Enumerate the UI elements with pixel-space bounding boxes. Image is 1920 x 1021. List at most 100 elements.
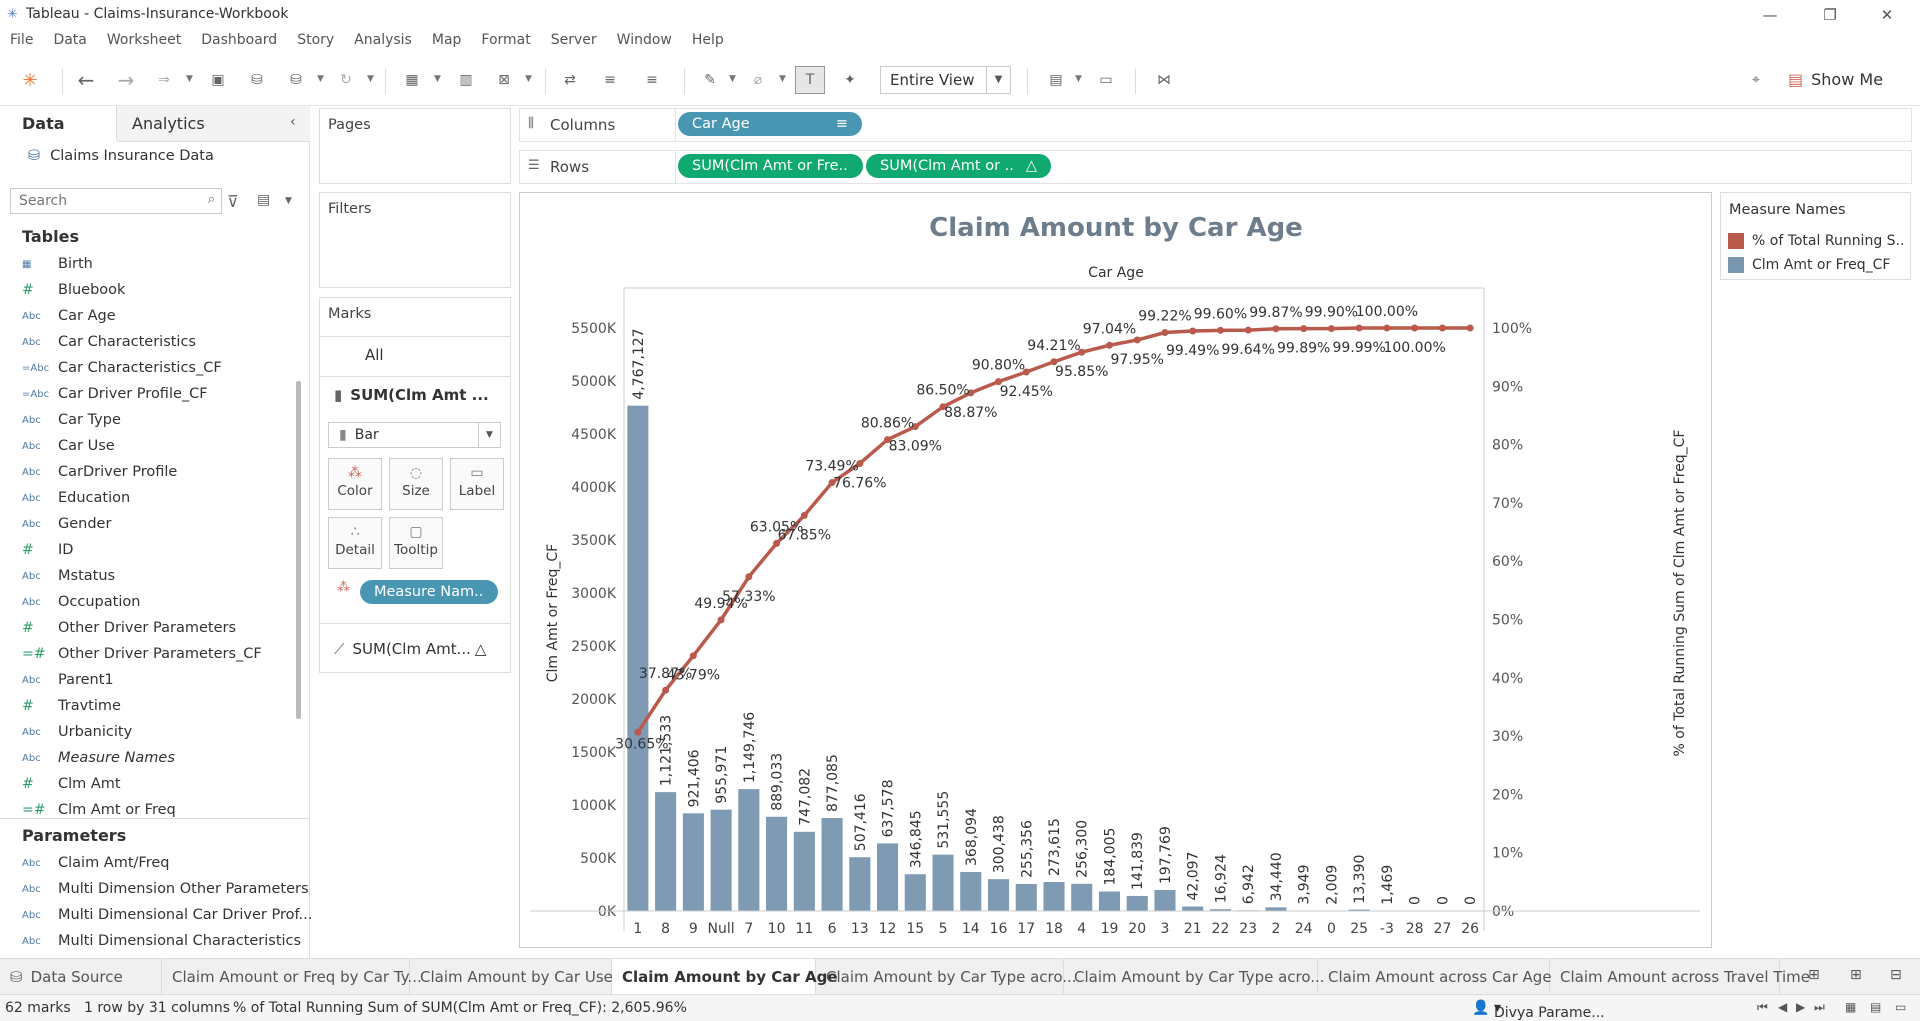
bar-3[interactable] — [1154, 890, 1176, 911]
parameter-item[interactable]: Abc Multi Dimensional Car Driver Prof... — [22, 903, 312, 927]
view-canvas[interactable]: Claim Amount by Car Age Car Age Clm Amt … — [519, 192, 1712, 948]
field-occupation[interactable]: Abc Occupation — [22, 590, 140, 614]
line-point[interactable] — [1411, 324, 1419, 332]
tabs-icon[interactable]: ▭ — [1895, 1000, 1907, 1014]
show-mark-labels-icon[interactable]: T — [795, 66, 825, 94]
line-point[interactable] — [995, 378, 1003, 386]
rows-pill-bar[interactable]: SUM(Clm Amt or Fre.. — [678, 154, 863, 178]
parameter-item[interactable]: Abc Multi Dimension Other Parameters — [22, 877, 309, 901]
field-urbanicity[interactable]: Abc Urbanicity — [22, 720, 132, 744]
sheet-sorter-icon[interactable]: ▦ — [1845, 1000, 1857, 1014]
field-measure-names[interactable]: Abc Measure Names — [22, 746, 175, 770]
line-point[interactable] — [1327, 325, 1335, 333]
line-point[interactable] — [1078, 348, 1086, 356]
search-input[interactable]: ⌕ — [10, 188, 222, 214]
swap-icon[interactable]: ⇄ — [564, 72, 576, 88]
prev-sheet-icon[interactable]: ◀ — [1778, 1000, 1788, 1014]
fit-dropdown[interactable]: Entire View ▼ — [880, 66, 1011, 94]
tab-data-source[interactable]: ⛁ Data Source — [0, 959, 162, 995]
chevron-down-icon[interactable]: ▼ — [285, 196, 292, 206]
field-clm-amt[interactable]: # Clm Amt — [22, 772, 121, 796]
line-point[interactable] — [1050, 358, 1058, 366]
bar-20[interactable] — [1126, 895, 1148, 911]
bar-13[interactable] — [849, 857, 871, 911]
maximize-button[interactable]: ❐ — [1823, 6, 1837, 24]
replay-icon[interactable]: ⇒ — [158, 72, 170, 88]
measure-names-pill[interactable]: Measure Nam.. — [360, 580, 498, 604]
tab-claim-amount-car-type-across-1[interactable]: Claim Amount by Car Type acro... — [816, 959, 1077, 995]
tooltip-button[interactable]: ▢ Tooltip — [389, 517, 443, 569]
size-button[interactable]: ◌ Size — [389, 458, 443, 510]
color-button[interactable]: ⁂ Color — [328, 458, 382, 510]
line-point[interactable] — [634, 728, 642, 736]
line-point[interactable] — [1216, 326, 1224, 334]
mark-type-dropdown[interactable]: ▮ Bar ▼ — [328, 422, 501, 448]
menu-story[interactable]: Story — [297, 32, 335, 48]
marks-all-tab[interactable]: All — [365, 346, 384, 364]
line-point[interactable] — [689, 652, 697, 660]
collapse-pane-icon[interactable]: ‹ — [290, 114, 296, 130]
line-point[interactable] — [967, 389, 975, 397]
field-car-characteristics[interactable]: Abc Car Characteristics — [22, 330, 196, 354]
line-point[interactable] — [1272, 325, 1280, 333]
next-sheet-icon[interactable]: ▶ — [1796, 1000, 1806, 1014]
menu-analysis[interactable]: Analysis — [354, 32, 412, 48]
field-parent1[interactable]: Abc Parent1 — [22, 668, 114, 692]
new-worksheet-icon[interactable]: ⊞ — [1808, 967, 1820, 983]
bar-18[interactable] — [1043, 881, 1065, 911]
new-dashboard-icon[interactable]: ⊞ — [1850, 967, 1862, 983]
field-id[interactable]: # ID — [22, 538, 73, 562]
bar-11[interactable] — [793, 831, 815, 911]
field-other-driver-parameters[interactable]: # Other Driver Parameters — [22, 616, 236, 640]
bar-12[interactable] — [877, 843, 899, 911]
pause-updates-icon[interactable]: ⛁ — [290, 72, 302, 88]
line-point[interactable] — [1022, 368, 1030, 376]
line-point[interactable] — [939, 403, 947, 411]
line-point[interactable] — [884, 436, 892, 444]
tab-claim-amount-across-travel-time[interactable]: Claim Amount across Travel Time — [1550, 959, 1810, 995]
scrollbar[interactable] — [296, 381, 301, 719]
bar-7[interactable] — [738, 789, 760, 911]
detail-button[interactable]: ∴ Detail — [328, 517, 382, 569]
bar-14[interactable] — [960, 871, 982, 911]
marks-sum-line-tab[interactable]: ⟋ SUM(Clm Amt... △ — [334, 640, 487, 658]
menu-dashboard[interactable]: Dashboard — [201, 32, 278, 48]
field-bluebook[interactable]: # Bluebook — [22, 278, 125, 302]
legend-item-clm-amt[interactable]: Clm Amt or Freq_CF — [1728, 257, 1891, 273]
new-worksheet-icon[interactable]: ▦ — [405, 72, 419, 88]
minimize-button[interactable]: — — [1762, 6, 1778, 24]
bar-5[interactable] — [932, 854, 954, 911]
marks-sum-bar-tab[interactable]: ▮ SUM(Clm Amt ... — [334, 386, 489, 404]
tab-claim-amount-across-car-age[interactable]: Claim Amount across Car Age — [1318, 959, 1552, 995]
parameter-item[interactable]: Abc Multi Dimensional Characteristics — [22, 929, 301, 953]
duplicate-sheet-icon[interactable]: ▥ — [459, 72, 473, 88]
columns-drop-area[interactable] — [675, 108, 1912, 142]
chevron-down-icon[interactable]: ▼ — [986, 67, 1010, 93]
fix-axes-icon[interactable]: ✦ — [844, 72, 856, 88]
show-cards-icon[interactable]: ▤ — [1049, 72, 1063, 88]
line-point[interactable] — [1300, 325, 1308, 333]
sort-ascending-icon[interactable]: ≡ — [604, 72, 616, 88]
menu-server[interactable]: Server — [550, 32, 597, 48]
field-car-type[interactable]: Abc Car Type — [22, 408, 121, 432]
line-point[interactable] — [773, 539, 781, 547]
field-gender[interactable]: Abc Gender — [22, 512, 111, 536]
search-field[interactable] — [11, 189, 191, 213]
field-birth[interactable]: ▦ Birth — [22, 252, 93, 276]
line-point[interactable] — [1466, 324, 1474, 332]
filter-icon[interactable]: ⊽ — [227, 192, 239, 211]
line-point[interactable] — [911, 423, 919, 431]
share-icon[interactable]: ⋈ — [1157, 72, 1171, 88]
line-point[interactable] — [1133, 336, 1141, 344]
line-point[interactable] — [1355, 324, 1363, 332]
field-car-use[interactable]: Abc Car Use — [22, 434, 115, 458]
bar-17[interactable] — [1015, 883, 1037, 911]
tab-data[interactable]: Data — [0, 106, 117, 142]
menu-worksheet[interactable]: Worksheet — [106, 32, 182, 48]
tab-claim-amount-car-use[interactable]: Claim Amount by Car Use — [410, 959, 613, 995]
bar-16[interactable] — [987, 879, 1010, 911]
car-age-pill[interactable]: Car Age ≡ — [678, 112, 862, 136]
show-me-button[interactable]: ▤ Show Me — [1788, 70, 1884, 89]
field-car-characteristics-cf[interactable]: =Abc Car Characteristics_CF — [22, 356, 222, 380]
bar-1[interactable] — [627, 405, 649, 911]
